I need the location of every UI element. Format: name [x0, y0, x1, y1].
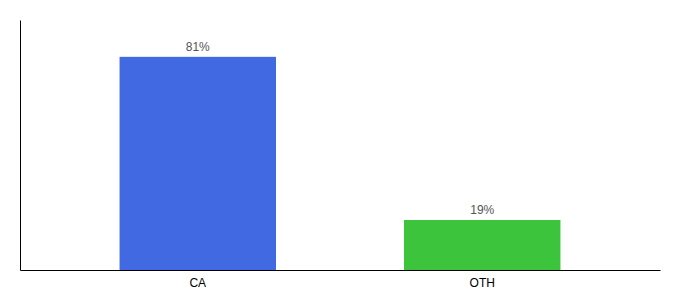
data-label: 81%	[186, 40, 210, 54]
plot-area: CA OTH 81% 19%	[21, 21, 661, 290]
x-axis: CA OTH	[21, 271, 661, 290]
bar	[404, 220, 560, 270]
x-tick: CA	[189, 276, 206, 290]
x-tick: OTH	[470, 276, 495, 290]
chart-container: CA OTH 81% 19%	[0, 0, 680, 300]
y-axis-line	[20, 21, 21, 271]
x-axis-line	[21, 270, 661, 271]
x-tick-label: CA	[189, 276, 206, 290]
chart-svg: CA OTH 81% 19%	[0, 0, 680, 300]
data-label: 19%	[470, 203, 494, 217]
data-labels: 81% 19%	[186, 40, 495, 217]
bar	[120, 57, 276, 270]
y-axis	[20, 21, 21, 271]
x-tick-label: OTH	[470, 276, 495, 290]
bars	[120, 57, 561, 270]
